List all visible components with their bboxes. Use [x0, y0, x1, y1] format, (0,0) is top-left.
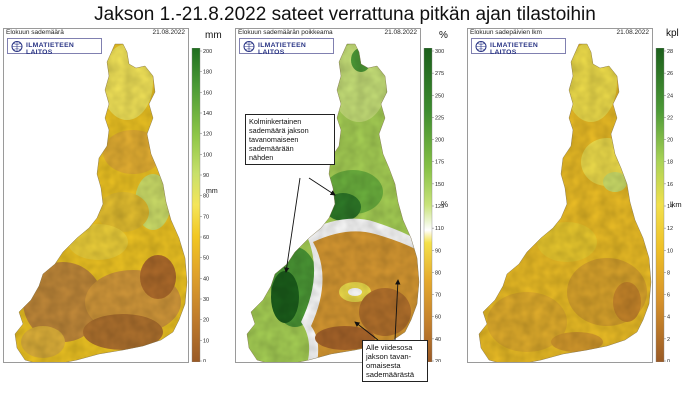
- logo-text: ILMATIETEEN LAITOS: [26, 42, 75, 56]
- legend-tick-label: 2: [667, 337, 670, 343]
- legend-tick-label: 0: [667, 359, 670, 362]
- panel-label: Elokuun sademäärän poikkeama: [238, 29, 333, 36]
- legend-tick-label: 40: [435, 337, 441, 343]
- legend-tick-label: 100: [203, 152, 212, 158]
- legend-tick-label: 50: [203, 256, 209, 262]
- legend-tick-label: 175: [435, 160, 444, 166]
- main-title: Jakson 1.-21.8.2022 sateet verrattuna pi…: [94, 4, 596, 25]
- legend-tick-label: 4: [667, 315, 670, 321]
- map-rain-days: [478, 43, 652, 362]
- legend-unit: %: [439, 30, 448, 41]
- legend-tick-label: 60: [203, 235, 209, 241]
- legend-tick-label: 110: [435, 226, 444, 232]
- annotation-line: Alle viidesosa: [366, 343, 413, 352]
- annotation-line: tavanomaiseen: [249, 135, 299, 144]
- legend-tick-label: 10: [667, 248, 673, 254]
- legend-tick-label: 125: [435, 204, 444, 210]
- annotation-line: omaisesta: [366, 361, 401, 370]
- legend-tick-label: 30: [203, 297, 209, 303]
- legend-unit-secondary: %: [441, 200, 449, 209]
- panel-rain-days: Elokuun sadepäivien lkm 21.08.2022 ILMAT…: [467, 28, 682, 363]
- legend-tick-label: 80: [203, 194, 209, 200]
- legend-tick-label: 24: [667, 93, 673, 99]
- legend-ticks: 300 275 250 225 200 175 150 125 110 90 80 70 60 40 20: [432, 49, 444, 362]
- legend-tick-label: 200: [203, 49, 212, 55]
- legend-tick-label: 60: [435, 315, 441, 321]
- legend-tick-label: 90: [203, 173, 209, 179]
- logo-globe-icon: [11, 41, 23, 52]
- legend-tick-label: 80: [435, 270, 441, 276]
- institute-logo: ILMATIETEEN LAITOS: [471, 38, 566, 56]
- panel-label: Elokuun sademäärä: [6, 29, 64, 36]
- legend-tick-label: 16: [667, 182, 673, 188]
- legend-tick-label: 150: [435, 182, 444, 188]
- panel-rainfall: Elokuun sademäärä 21.08.2022 ILMATIETEEN…: [3, 28, 222, 363]
- institute-logo: ILMATIETEEN LAITOS: [239, 38, 334, 56]
- panel-frame: [235, 28, 421, 363]
- legend-tick-label: 22: [667, 115, 673, 121]
- legend-tick-label: 140: [203, 111, 212, 117]
- legend-tick-label: 120: [203, 132, 212, 138]
- legend-tick-label: 12: [667, 226, 673, 232]
- legend-tick-label: 26: [667, 71, 673, 77]
- legend-tick-label: 14: [667, 204, 673, 210]
- legend-colorbar: [655, 48, 665, 362]
- legend-tick-label: 40: [203, 276, 209, 282]
- legend-tick-label: 300: [435, 49, 444, 55]
- legend-tick-label: 8: [667, 270, 670, 276]
- annotation-line: sademäärästä: [366, 370, 415, 379]
- annotation-line: sademäärään: [249, 144, 294, 153]
- annotation-line: jakson tavan-: [366, 352, 412, 361]
- legend-tick-label: 20: [667, 138, 673, 144]
- annotation-top: Kolminkertainen sademäärä jakson tavanom…: [245, 114, 335, 165]
- legend-tick-label: 70: [203, 214, 209, 220]
- map-anomaly: [246, 43, 420, 362]
- institute-logo: ILMATIETEEN LAITOS: [7, 38, 102, 56]
- panel-label: Elokuun sadepäivien lkm: [470, 29, 542, 36]
- legend-tick-label: 90: [435, 248, 441, 254]
- annotation-line: sademäärä jakson: [249, 126, 309, 135]
- panel-frame: [3, 28, 189, 363]
- legend-unit: mm: [205, 30, 222, 41]
- legend-unit-secondary: lkm: [670, 200, 682, 209]
- logo-text: ILMATIETEEN LAITOS: [258, 42, 307, 56]
- logo-globe-icon: [243, 41, 255, 52]
- legend-tick-label: 10: [203, 338, 209, 344]
- annotation-line: nähden: [249, 153, 274, 162]
- legend-tick-label: 6: [667, 293, 670, 299]
- legend-tick-label: 250: [435, 93, 444, 99]
- legend-tick-label: 18: [667, 160, 673, 166]
- legend-colorbar: [423, 48, 433, 362]
- legend-tick-label: 200: [435, 138, 444, 144]
- panel-date: 21.08.2022: [616, 29, 649, 36]
- annotation-bottom: Alle viidesosa jakson tavan- omaisesta s…: [362, 340, 428, 382]
- legend-tick-label: 225: [435, 115, 444, 121]
- panel-frame: [467, 28, 653, 363]
- logo-text: ILMATIETEEN LAITOS: [490, 42, 539, 56]
- legend-tick-label: 20: [203, 318, 209, 324]
- logo-globe-icon: [475, 41, 487, 52]
- legend-unit: kpl: [666, 28, 679, 39]
- legend-colorbar: [191, 48, 201, 362]
- legend-tick-label: 20: [435, 359, 441, 362]
- legend-anomaly: 300 275 250 225 200 175 150 125 110 90 80 70 60 40 20: [423, 48, 444, 362]
- panel-anomaly: Elokuun sademäärän poikkeama 21.08.2022 …: [235, 28, 450, 382]
- legend-tick-label: 70: [435, 293, 441, 299]
- legend-tick-label: 0: [203, 359, 206, 362]
- legend-unit-secondary: mm: [206, 188, 218, 195]
- map-rainfall: [14, 43, 188, 362]
- legend-tick-label: 275: [435, 71, 444, 77]
- legend-tick-label: 180: [203, 70, 212, 76]
- legend-tick-label: 160: [203, 90, 212, 96]
- legend-tick-label: 28: [667, 49, 673, 55]
- panel-date: 21.08.2022: [152, 29, 185, 36]
- annotation-line: Kolminkertainen: [249, 117, 302, 126]
- panel-date: 21.08.2022: [384, 29, 417, 36]
